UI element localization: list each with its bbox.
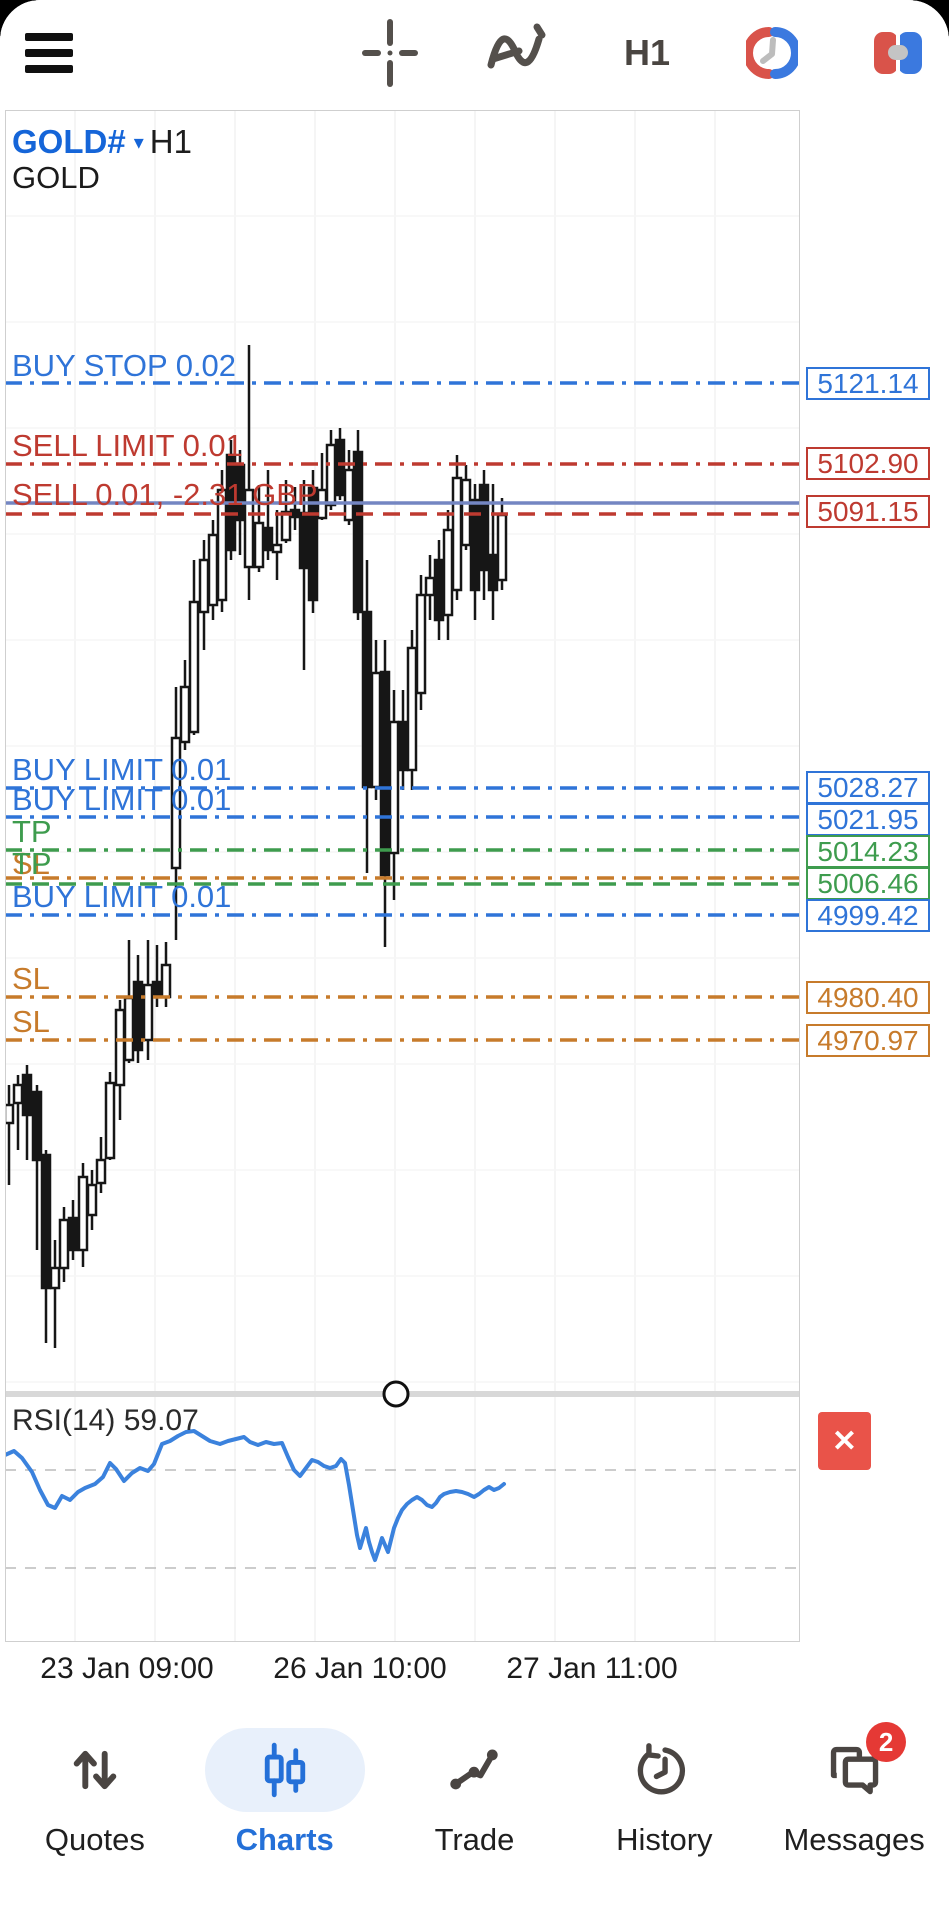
- bottom-navigation: Quotes Charts: [0, 1722, 949, 1878]
- symbol-description: GOLD: [12, 160, 100, 195]
- nav-item-trade[interactable]: Trade: [380, 1728, 570, 1878]
- indicators-icon: [487, 23, 546, 69]
- price-tag: 4980.40: [806, 981, 930, 1014]
- trading-sessions-icon: [746, 27, 798, 79]
- menu-icon: [25, 33, 73, 41]
- time-axis-label: 26 Jan 10:00: [273, 1652, 447, 1685]
- chart-timeframe: H1: [149, 123, 192, 160]
- nav-item-messages[interactable]: 2 Messages: [759, 1722, 949, 1878]
- trade-icon: [394, 1728, 554, 1812]
- quotes-icon: [15, 1728, 175, 1812]
- order-line-label[interactable]: SELL LIMIT 0.01: [12, 428, 243, 463]
- price-tag: 5014.23: [806, 835, 930, 868]
- price-tag: 5021.95: [806, 803, 930, 836]
- order-line-label[interactable]: BUY LIMIT 0.01: [12, 782, 232, 817]
- price-tag: 4999.42: [806, 899, 930, 932]
- nav-item-history[interactable]: History: [569, 1728, 759, 1878]
- timeframe-label: H1: [623, 32, 671, 73]
- price-tag: 5121.14: [806, 367, 930, 400]
- nav-label: Quotes: [44, 1822, 145, 1857]
- messages-icon: 2: [774, 1722, 934, 1812]
- indicator-close-button[interactable]: ✕: [818, 1412, 871, 1470]
- order-line-label[interactable]: TP: [12, 846, 52, 881]
- order-line-label[interactable]: SL: [12, 1004, 50, 1039]
- unread-badge: 2: [866, 1722, 907, 1762]
- nav-label: Messages: [783, 1822, 925, 1857]
- time-axis-label: 23 Jan 09:00: [40, 1652, 214, 1685]
- close-icon: ✕: [831, 1424, 858, 1458]
- order-line-label[interactable]: SELL 0.01, -2.31 GBP: [12, 477, 318, 512]
- order-line-label[interactable]: BUY LIMIT 0.01: [12, 879, 232, 914]
- nav-label: Trade: [434, 1822, 515, 1857]
- order-line-label[interactable]: BUY STOP 0.02: [12, 348, 237, 383]
- chevron-down-icon: ▾: [133, 132, 144, 154]
- price-tag: 5102.90: [806, 447, 930, 480]
- menu-button[interactable]: [25, 33, 73, 75]
- nav-item-quotes[interactable]: Quotes: [0, 1728, 190, 1878]
- top-toolbar: H1: [0, 0, 949, 90]
- order-lines: [5, 381, 800, 1042]
- order-line-label[interactable]: TP: [12, 814, 52, 849]
- crosshair-button[interactable]: [355, 18, 425, 88]
- nav-label: History: [616, 1822, 713, 1857]
- chart-windows-icon: [874, 32, 922, 74]
- price-tag: 5028.27: [806, 771, 930, 804]
- chart-canvas[interactable]: [5, 110, 800, 1642]
- rsi-separator-handle[interactable]: [382, 1380, 410, 1408]
- order-line-label[interactable]: SL: [12, 961, 50, 996]
- price-tag: 5006.46: [806, 867, 930, 900]
- history-icon: [584, 1728, 744, 1812]
- crosshair-icon: [362, 19, 418, 87]
- nav-item-charts[interactable]: Charts: [190, 1728, 380, 1878]
- order-line-label[interactable]: SL: [12, 846, 50, 881]
- trading-sessions-button[interactable]: [737, 18, 807, 88]
- charts-icon: [204, 1728, 365, 1812]
- time-axis-label: 27 Jan 11:00: [506, 1652, 678, 1685]
- symbol-selector[interactable]: GOLD# ▾ H1: [12, 124, 192, 161]
- chart-windows-button[interactable]: [863, 18, 933, 88]
- nav-label: Charts: [235, 1822, 334, 1857]
- indicators-button[interactable]: [482, 18, 552, 88]
- order-line-label[interactable]: BUY LIMIT 0.01: [12, 752, 232, 787]
- timeframe-button[interactable]: H1: [612, 18, 682, 88]
- candlesticks: [5, 345, 508, 1348]
- rsi-indicator-label: RSI(14) 59.07: [12, 1404, 199, 1437]
- symbol-name: GOLD#: [12, 123, 126, 160]
- price-tag: 4970.97: [806, 1024, 930, 1057]
- rsi-pane: [5, 1429, 800, 1569]
- price-tag: 5091.15: [806, 495, 930, 528]
